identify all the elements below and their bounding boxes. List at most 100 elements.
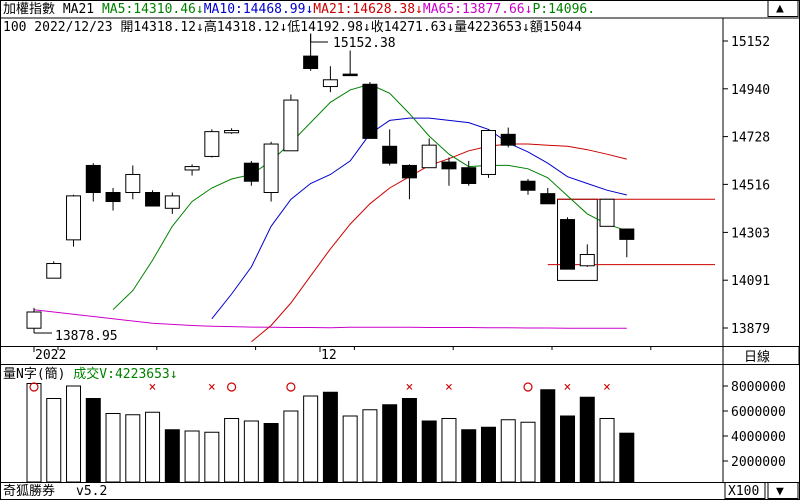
ma10-line [211, 117, 627, 320]
candle-down [85, 164, 101, 194]
candle-down [303, 55, 319, 70]
candle-up [480, 130, 496, 175]
candle-down [342, 73, 358, 77]
price-tick-label: 14940 [731, 83, 770, 98]
scroll-down-icon: ▼ [776, 484, 784, 499]
candle-down [382, 145, 398, 164]
signal-x-marker: × [564, 380, 572, 395]
price-tick-label: 13879 [731, 322, 770, 337]
signal-x-marker: × [405, 380, 413, 395]
candle-down [105, 192, 121, 203]
price-tick-label: 14728 [731, 131, 770, 146]
scroll-up-button[interactable] [767, 0, 799, 17]
candle-up [66, 195, 82, 241]
ma65-line [33, 309, 627, 329]
candle-down [362, 83, 378, 139]
volume-bar-down [461, 429, 477, 483]
candle-up [599, 198, 615, 227]
volume-tick-label: 8000000 [731, 380, 786, 395]
candle-up [263, 143, 279, 194]
volume-bar-up [204, 431, 220, 483]
volume-bar-up [224, 418, 240, 483]
app-version: v5.2 [76, 484, 107, 499]
volume-bar-up [342, 415, 358, 483]
header-segment-4: MA65:13877.66↓ [423, 2, 533, 17]
volume-bar-up [599, 418, 615, 483]
header-segment-3: MA21:14628.38↓ [313, 2, 423, 17]
volume-bar-down [421, 420, 437, 483]
candle-down [619, 228, 635, 240]
scroll-up-icon: ▲ [776, 1, 784, 16]
candle-up [46, 263, 62, 279]
price-tick-label: 14516 [731, 178, 770, 193]
price-tick-label: 14303 [731, 226, 770, 241]
ma21-line [251, 143, 627, 343]
volume-bar-down [164, 429, 180, 483]
indicator-header: 加權指數 MA21 MA5:14310.46↓MA10:14468.99↓MA2… [3, 2, 595, 17]
volume-bar-up [66, 385, 82, 483]
volume-bar-up [184, 430, 200, 483]
signal-x-marker: × [445, 380, 453, 395]
zoom-button[interactable] [724, 482, 766, 499]
signal-o-marker [29, 382, 39, 392]
volume-bar-up [243, 420, 259, 483]
candlestick-plot: 15152.38 13878.95 [26, 33, 715, 344]
volume-bar-up [46, 398, 62, 483]
volume-signals: × × × × × × [29, 380, 611, 395]
volume-bar-down [540, 389, 556, 483]
volume-bar-up [105, 413, 121, 483]
volume-bar-down [579, 396, 595, 483]
volume-bar-up [283, 410, 299, 483]
date-label: 12 [321, 348, 337, 363]
volume-header-segment-0: 量N字(簡) [3, 367, 65, 382]
app-name: 奇狐勝券 [3, 483, 55, 499]
volume-bar-down [619, 432, 635, 483]
candle-up [26, 311, 42, 329]
candle-up [322, 79, 338, 88]
volume-tick-label: 2000000 [731, 455, 786, 470]
volume-bar-up [441, 418, 457, 483]
price-tick-label: 14091 [731, 274, 770, 289]
volume-header: 量N字(簡) 成交V:4223653↓ [3, 366, 178, 382]
scroll-down-button[interactable] [767, 482, 799, 499]
volume-bar-down [401, 398, 417, 483]
candle-down [441, 161, 457, 170]
volume-bar-up [26, 383, 42, 483]
price-axis: 15152 14940 14728 14516 14303 14091 13879 [723, 35, 770, 337]
candle-down [145, 192, 161, 207]
candle-down [401, 164, 417, 179]
volume-bar-up [362, 409, 378, 483]
volume-bar-down [263, 423, 279, 483]
volume-tick-label: 4000000 [731, 430, 786, 445]
price-tick-label: 15152 [731, 35, 770, 50]
candle-up [204, 131, 220, 157]
low-marker-label: 13878.95 [55, 329, 118, 344]
signal-o-marker [286, 382, 296, 392]
volume-tick-label: 6000000 [731, 405, 786, 420]
candle-up [224, 130, 240, 134]
zoom-button-label: X100 [728, 484, 759, 499]
signal-o-marker [227, 382, 237, 392]
high-marker-label: 15152.38 [333, 36, 396, 51]
header-segment-5: P:14096. [532, 2, 595, 17]
volume-bar-down [382, 404, 398, 483]
volume-bar-down [560, 415, 576, 483]
candle-down [520, 180, 536, 191]
header-segment-0: 加權指數 MA21 [3, 2, 102, 17]
candle-up [579, 254, 595, 267]
candle-down [540, 193, 556, 205]
candle-down [560, 219, 576, 270]
header-segment-1: MA5:14310.46↓ [102, 2, 204, 17]
header-segment-2: MA10:14468.99↓ [204, 2, 314, 17]
signal-x-marker: × [603, 380, 611, 395]
period-button-label: 日線 [744, 349, 770, 365]
candle-up [421, 144, 437, 169]
quote-summary: 100 2022/12/23 開14318.12↓高14318.12↓低1419… [3, 19, 582, 35]
candle-up [125, 173, 141, 194]
date-axis: 2022 12 [33, 346, 652, 363]
volume-bar-up [303, 395, 319, 483]
signal-x-marker: × [149, 380, 157, 395]
candle-down [243, 162, 259, 182]
volume-axis: 8000000 6000000 4000000 2000000 [723, 380, 786, 470]
